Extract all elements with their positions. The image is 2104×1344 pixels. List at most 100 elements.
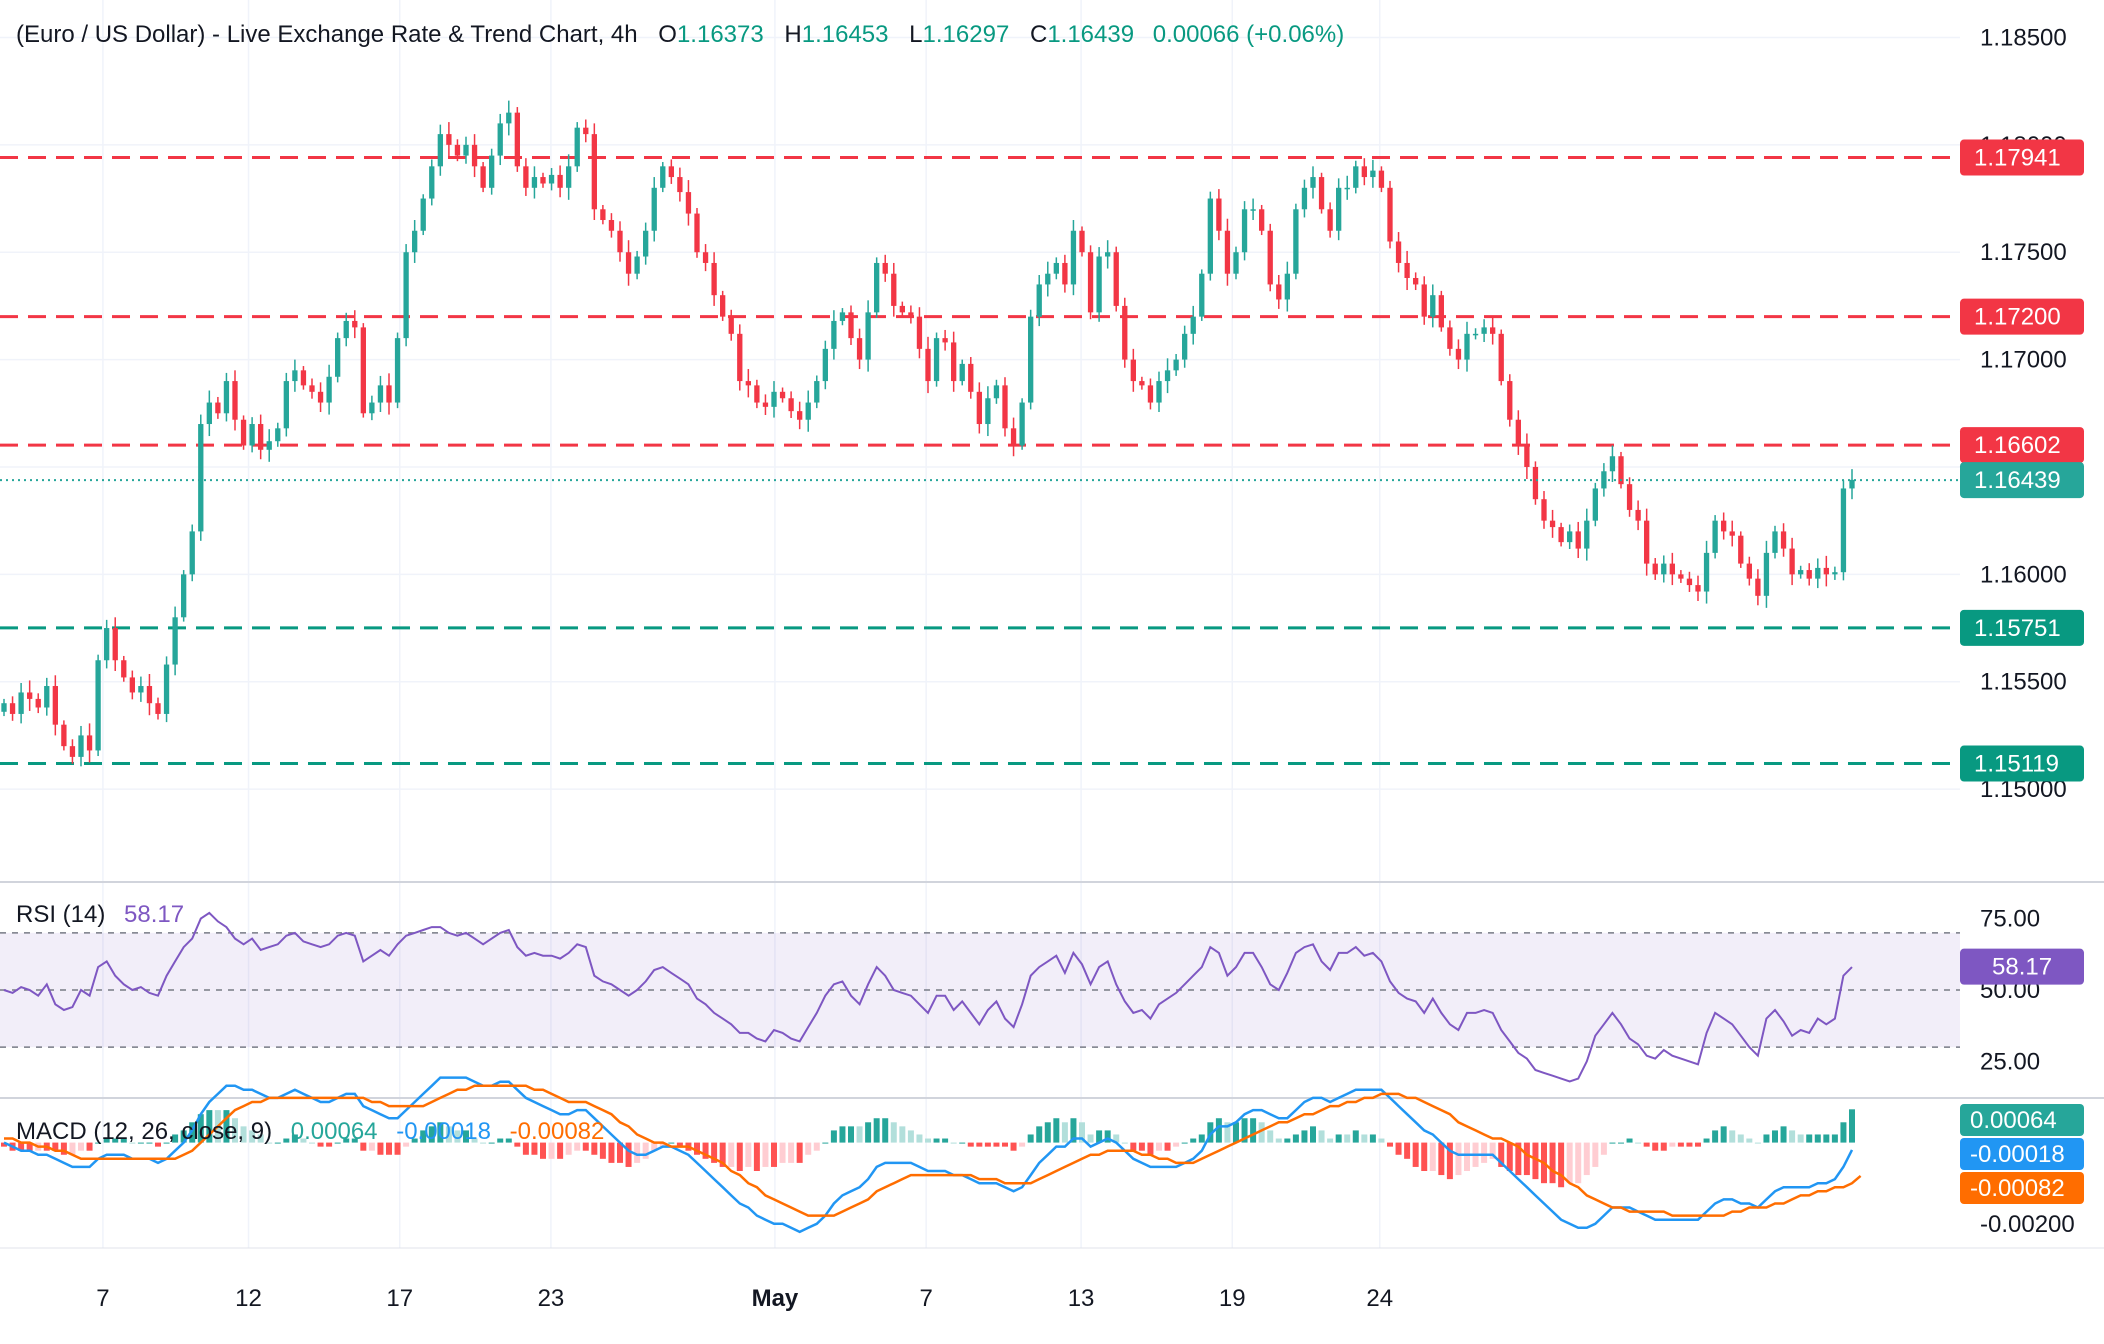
candle-up [172,617,178,665]
macd-label: MACD (12, 26, close, 9) [16,1118,272,1145]
macd-hist-bar [1446,1142,1453,1180]
candle-down [908,312,914,317]
macd-hist-bar [1643,1142,1650,1147]
macd-hist-bar [317,1142,324,1147]
macd-hist-bar [454,1130,461,1143]
candle-up [1370,170,1376,178]
level-tag [1960,745,2084,782]
macd-hist-bar [1763,1134,1770,1143]
rsi-label: RSI (14) [16,901,105,928]
macd-hist-bar [1044,1122,1051,1143]
macd-hist-bar [1703,1138,1710,1143]
level-tag [1960,298,2084,335]
candle-down [754,385,760,403]
candle-up [839,312,846,321]
candle-up [1096,256,1102,313]
macd-hist-bar [471,1138,478,1143]
macd-hist-bar [1523,1142,1530,1176]
macd-hist-bar [1378,1138,1385,1143]
open-value: 1.16373 [677,21,764,48]
candle-down [1216,198,1222,231]
candle-up [1481,327,1487,334]
candle-up [1207,198,1213,274]
macd-hist-bar [1489,1142,1496,1159]
candle-down [129,677,135,693]
candle-down [1113,252,1119,306]
candle-down [685,192,692,214]
macd-tick-label: -0.00200 [1980,1211,2075,1238]
candle-down [557,174,563,188]
macd-hist-bar [411,1138,418,1143]
candle-down [27,692,33,699]
macd-hist-bar [232,1118,238,1143]
candle-up [1430,295,1436,317]
macd-hist-bar [1737,1134,1744,1143]
signal-line-value: -0.00082 [510,1118,605,1145]
candle-up [643,230,649,257]
chart-title: (Euro / US Dollar) - Live Exchange Rate … [16,21,638,48]
macd-hist-bar [1292,1134,1299,1143]
candle-up [1849,479,1855,489]
macd-hist-bar [993,1142,1000,1147]
macd-hist-bar [1369,1134,1376,1143]
level-tag [1960,609,2084,646]
macd-hist-bar [146,1142,153,1144]
macd-hist-bar [257,1134,264,1143]
candle-down [1010,428,1017,446]
macd-hist-bar [394,1142,401,1155]
macd-hist-bar [950,1142,957,1144]
candle-up [1045,273,1051,285]
macd-hist-bar [1695,1142,1701,1147]
macd-hist-bar [180,1130,187,1143]
macd-hist-bar [274,1142,281,1144]
macd-hist-bar [1455,1142,1462,1176]
candle-down [711,262,717,296]
macd-hist-bar [514,1142,521,1147]
candle-up [1241,209,1248,253]
candle-down [1002,385,1008,429]
macd-hist-bar [548,1142,555,1159]
high-label: H [784,21,801,48]
macd-hist-bar [1635,1142,1642,1144]
candle-down [317,391,324,403]
candle-down [1558,527,1564,543]
macd-hist-bar [582,1142,589,1151]
candle-down [1626,484,1633,510]
last-price-tag [1960,462,2084,499]
macd-hist-bar [745,1142,752,1167]
macd-hist-bar [137,1142,144,1144]
macd-hist-bar [1181,1142,1188,1144]
grid-lines [0,0,1960,1248]
macd-hist-bar [608,1142,615,1163]
candle-down [1524,445,1530,467]
macd-hist-bar [334,1142,341,1144]
candle-up [275,428,281,442]
candle-up [1840,488,1847,573]
rsi-tick-label: 25.00 [1980,1048,2040,1075]
macd-hist-bar [788,1142,795,1163]
candle-down [1421,284,1427,317]
candle-down [976,391,982,425]
candle-down [1276,284,1282,300]
macd-hist-bar [642,1142,649,1159]
macd-hist-bar [112,1138,119,1143]
candle-down [1507,381,1513,420]
macd-hist-bar [984,1142,991,1147]
candle-down [471,144,478,167]
candle-up [634,256,640,274]
candle-down [258,424,264,450]
macd-hist-bar [1797,1134,1804,1143]
candle-down [1780,531,1787,549]
macd-hist-bar [1130,1142,1137,1151]
candle-up [814,381,820,403]
candle-down [146,686,153,704]
macd-hist-bar [78,1142,84,1151]
macd-hist-bar [223,1110,230,1143]
candle-up [394,338,401,403]
macd-hist-bar [155,1142,161,1147]
macd-hist-bar [86,1142,93,1151]
time-axis: 7 12 17 23 May 7 13 19 24 [96,1285,1393,1312]
time-tick-label: 7 [919,1285,932,1312]
signal-line-tag-label: -0.00082 [1970,1175,2065,1202]
rsi-value: 58.17 [124,901,184,928]
